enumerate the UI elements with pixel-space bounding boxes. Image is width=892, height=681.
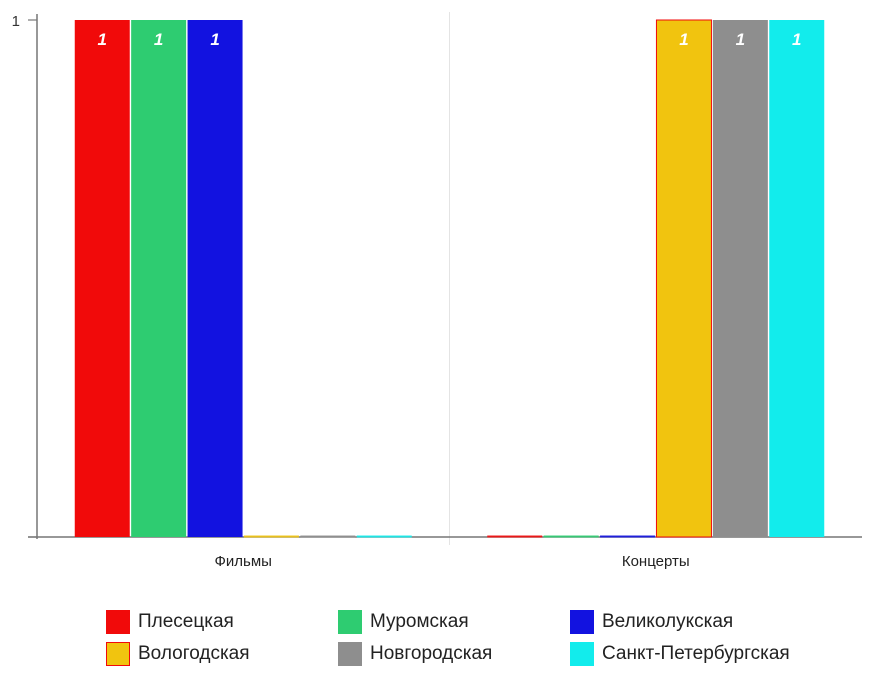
y-tick-label: 1 — [12, 13, 20, 30]
data-label: 1 — [154, 30, 163, 49]
data-label: 1 — [98, 30, 107, 49]
bar-zero-6-1 — [356, 535, 412, 538]
legend-item: Вологодская — [106, 640, 338, 668]
legend-label: Великолукская — [602, 611, 734, 632]
legend-item: Плесецкая — [106, 608, 338, 636]
x-tick-label: Концерты — [622, 553, 690, 570]
bar-5-2 — [712, 20, 768, 537]
data-label: 1 — [792, 30, 801, 49]
bar-chart-plot: 1 1 1 1 Фильмы 1 1 1 Концерты — [12, 12, 862, 570]
bar-zero-5-1 — [300, 535, 356, 538]
bar-6-2 — [769, 20, 825, 537]
bar-zero-1-2 — [487, 535, 543, 538]
legend-swatch — [570, 610, 594, 634]
legend-item: Новгородская — [338, 640, 570, 668]
bar-zero-4-1 — [243, 535, 299, 538]
data-label: 1 — [210, 30, 219, 49]
legend-label: Вологодская — [138, 643, 250, 664]
bar-3-1 — [187, 20, 243, 537]
legend-swatch — [570, 642, 594, 666]
data-label: 1 — [736, 30, 745, 49]
legend-label: Новгородская — [370, 643, 493, 664]
legend-swatch — [106, 610, 130, 634]
bar-4-2 — [655, 19, 712, 538]
legend-item: Санкт-Петербургская — [570, 640, 830, 668]
legend-item: Муромская — [338, 608, 570, 636]
bar-zero-2-2 — [543, 535, 599, 538]
bar-zero-3-2 — [600, 535, 656, 538]
legend-swatch — [338, 610, 362, 634]
bar-1-1 — [74, 20, 130, 537]
chart-legend: Плесецкая Муромская Великолукская Вологодск… — [106, 608, 830, 668]
legend-label: Муромская — [370, 611, 469, 632]
data-label: 1 — [679, 30, 688, 49]
legend-label: Санкт-Петербургская — [602, 643, 790, 664]
legend-item: Великолукская — [570, 608, 830, 636]
legend-label: Плесецкая — [138, 611, 234, 632]
bar-2-1 — [131, 20, 187, 537]
x-tick-label: Фильмы — [215, 553, 272, 570]
legend-swatch — [106, 642, 130, 666]
legend-swatch — [338, 642, 362, 666]
